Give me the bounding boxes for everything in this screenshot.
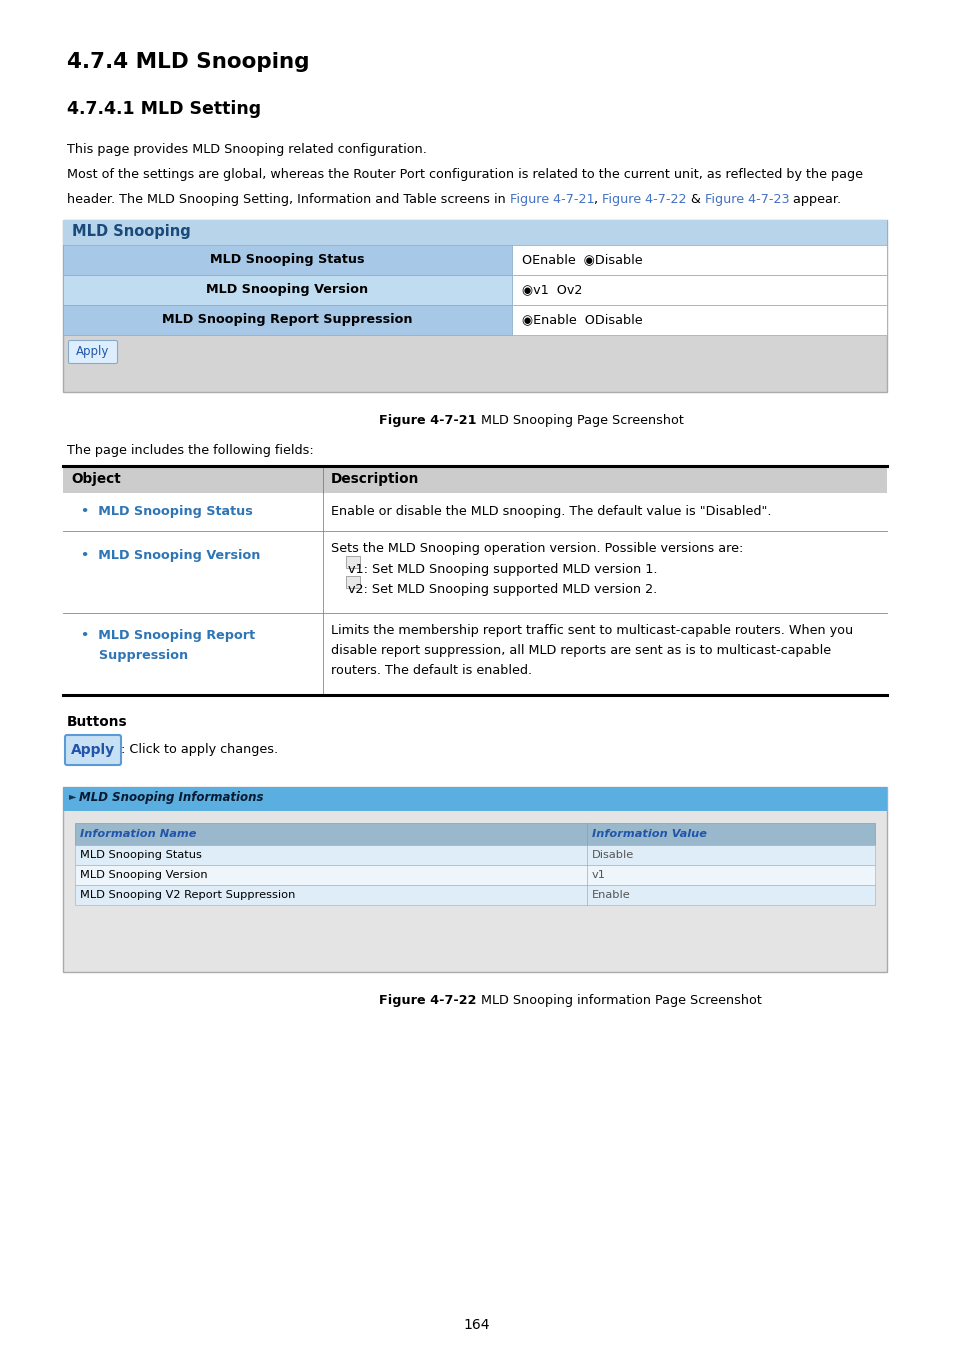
Text: ◉v1  Ov2: ◉v1 Ov2 bbox=[521, 284, 582, 297]
Bar bbox=[63, 275, 512, 305]
Text: •  MLD Snooping Version: • MLD Snooping Version bbox=[81, 549, 260, 562]
Bar bbox=[63, 220, 886, 392]
Text: v1: v1 bbox=[592, 869, 605, 880]
Text: Figure 4-7-21: Figure 4-7-21 bbox=[509, 193, 594, 207]
Bar bbox=[512, 244, 886, 275]
Text: ◉Enable  ODisable: ◉Enable ODisable bbox=[521, 313, 642, 327]
Text: MLD Snooping: MLD Snooping bbox=[71, 224, 191, 239]
Bar bbox=[345, 556, 359, 568]
Text: Figure 4-7-21: Figure 4-7-21 bbox=[379, 414, 476, 427]
Text: appear.: appear. bbox=[789, 193, 841, 207]
Text: Suppression: Suppression bbox=[81, 649, 188, 662]
Text: This page provides MLD Snooping related configuration.: This page provides MLD Snooping related … bbox=[67, 143, 426, 157]
Text: header. The MLD Snooping Setting, Information and Table screens in: header. The MLD Snooping Setting, Inform… bbox=[67, 193, 509, 207]
Text: Enable or disable the MLD snooping. The default value is "Disabled".: Enable or disable the MLD snooping. The … bbox=[330, 505, 770, 518]
Text: •  MLD Snooping Status: • MLD Snooping Status bbox=[81, 505, 253, 518]
Bar bbox=[75, 845, 874, 865]
Text: 4.7.4 MLD Snooping: 4.7.4 MLD Snooping bbox=[67, 53, 309, 72]
Text: Figure 4-7-22: Figure 4-7-22 bbox=[379, 994, 476, 1007]
Text: Disable: Disable bbox=[592, 850, 634, 860]
Text: The page includes the following fields:: The page includes the following fields: bbox=[67, 444, 314, 458]
Text: Description: Description bbox=[330, 472, 418, 486]
Text: Information Name: Information Name bbox=[80, 829, 196, 838]
Text: MLD Snooping Report Suppression: MLD Snooping Report Suppression bbox=[162, 313, 413, 327]
Text: MLD Snooping information Page Screenshot: MLD Snooping information Page Screenshot bbox=[476, 994, 761, 1007]
Text: MLD Snooping Version: MLD Snooping Version bbox=[80, 869, 208, 880]
Text: Sets the MLD Snooping operation version. Possible versions are:: Sets the MLD Snooping operation version.… bbox=[330, 541, 742, 555]
Text: MLD Snooping Version: MLD Snooping Version bbox=[206, 284, 368, 297]
Text: Figure 4-7-22: Figure 4-7-22 bbox=[602, 193, 686, 207]
Bar bbox=[63, 787, 886, 811]
Text: : Click to apply changes.: : Click to apply changes. bbox=[121, 744, 278, 756]
Text: Apply: Apply bbox=[71, 743, 115, 757]
Bar bbox=[63, 220, 886, 244]
Text: MLD Snooping Informations: MLD Snooping Informations bbox=[79, 791, 263, 805]
Bar bbox=[512, 275, 886, 305]
Text: MLD Snooping V2 Report Suppression: MLD Snooping V2 Report Suppression bbox=[80, 890, 295, 900]
Text: v1: Set MLD Snooping supported MLD version 1.: v1: Set MLD Snooping supported MLD versi… bbox=[347, 563, 657, 576]
Text: OEnable  ◉Disable: OEnable ◉Disable bbox=[521, 254, 642, 266]
Text: 164: 164 bbox=[463, 1318, 490, 1332]
Bar bbox=[63, 466, 886, 493]
Bar bbox=[75, 865, 874, 886]
Text: Information Value: Information Value bbox=[592, 829, 706, 838]
Text: &: & bbox=[686, 193, 704, 207]
Text: Apply: Apply bbox=[76, 346, 110, 359]
Text: MLD Snooping Status: MLD Snooping Status bbox=[80, 850, 202, 860]
Text: Most of the settings are global, whereas the Router Port configuration is relate: Most of the settings are global, whereas… bbox=[67, 167, 862, 181]
Text: MLD Snooping Page Screenshot: MLD Snooping Page Screenshot bbox=[476, 414, 683, 427]
Text: •  MLD Snooping Report: • MLD Snooping Report bbox=[81, 629, 254, 643]
Text: Limits the membership report traffic sent to multicast-capable routers. When you: Limits the membership report traffic sen… bbox=[330, 624, 852, 637]
Text: v2: Set MLD Snooping supported MLD version 2.: v2: Set MLD Snooping supported MLD versi… bbox=[347, 583, 656, 595]
Text: Buttons: Buttons bbox=[67, 716, 128, 729]
Bar bbox=[63, 787, 886, 972]
FancyBboxPatch shape bbox=[69, 340, 117, 363]
Text: routers. The default is enabled.: routers. The default is enabled. bbox=[330, 664, 531, 676]
Text: Object: Object bbox=[71, 472, 121, 486]
Text: Figure 4-7-23: Figure 4-7-23 bbox=[704, 193, 789, 207]
Bar bbox=[512, 305, 886, 335]
Text: disable report suppression, all MLD reports are sent as is to multicast-capable: disable report suppression, all MLD repo… bbox=[330, 644, 830, 657]
Bar bbox=[75, 824, 874, 845]
Bar bbox=[63, 244, 512, 275]
Text: 4.7.4.1 MLD Setting: 4.7.4.1 MLD Setting bbox=[67, 100, 261, 117]
FancyBboxPatch shape bbox=[65, 734, 121, 765]
Text: Enable: Enable bbox=[592, 890, 630, 900]
Text: ►: ► bbox=[69, 791, 76, 801]
Bar bbox=[75, 886, 874, 904]
Bar bbox=[345, 576, 359, 589]
Bar bbox=[63, 305, 512, 335]
Text: MLD Snooping Status: MLD Snooping Status bbox=[210, 254, 364, 266]
Text: ,: , bbox=[594, 193, 602, 207]
